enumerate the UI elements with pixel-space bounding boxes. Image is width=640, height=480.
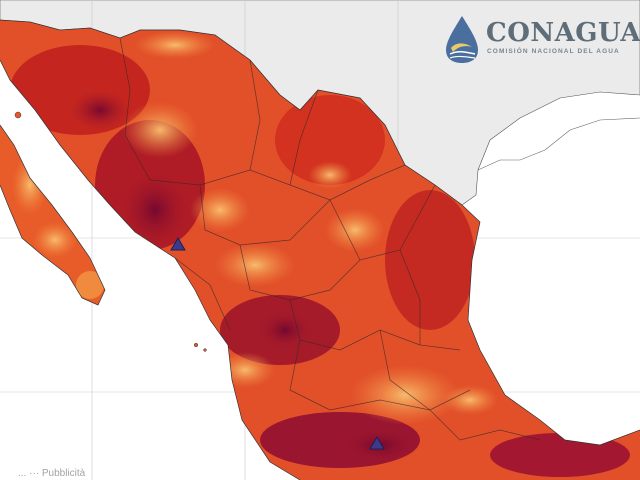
coastline-baja [0,124,106,306]
triangle-marker-icon [170,237,186,251]
state-boundaries [119,37,541,441]
station-markers [170,237,385,450]
islands [14,111,207,352]
logo-subtitle: COMISIÓN NACIONAL DEL AGUA [487,48,620,55]
conagua-logo: CONAGUA COMISIÓN NACIONAL DEL AGUA [440,8,640,66]
logo-title: CONAGUA [486,18,640,48]
credit-text: ... ··· Pubblicità [18,468,86,479]
coastline-pacific [0,59,301,480]
gulf-coast [477,117,640,171]
coastline-north [0,19,640,446]
water-drop-icon [446,16,478,63]
triangle-marker-icon [369,436,385,450]
